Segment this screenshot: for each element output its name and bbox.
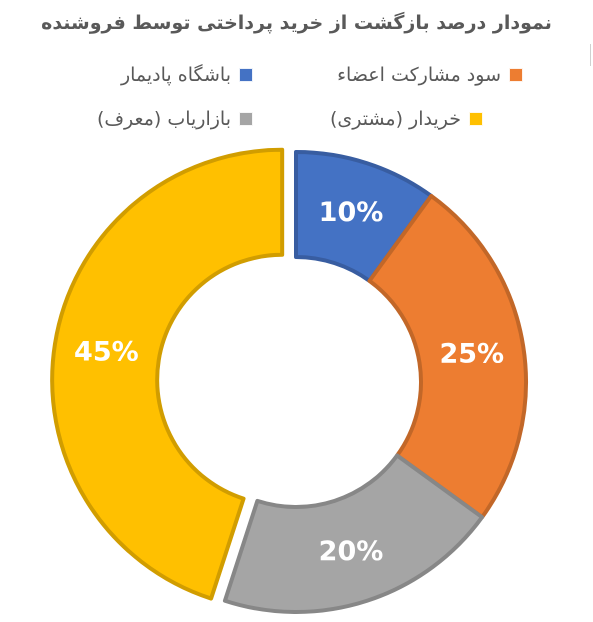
- donut-slice: [222, 453, 485, 614]
- slice-data-label: 45%: [74, 336, 139, 367]
- slice-data-label: 20%: [319, 536, 384, 567]
- legend-item-buyer: خریدار (مشتری): [330, 108, 483, 130]
- legend-item-padimar-club: باشگاه پادیمار: [121, 64, 253, 86]
- legend-label: بازاریاب (معرف): [96, 108, 231, 130]
- legend-swatch-orange: [509, 68, 523, 82]
- chart-title: نمودار درصد بازگشت از خرید پرداختی توسط …: [41, 12, 552, 34]
- slice-data-label: 10%: [319, 197, 384, 228]
- chart-area-edge: [590, 44, 591, 66]
- donut-slice: [367, 193, 528, 520]
- legend-label: باشگاه پادیمار: [120, 64, 231, 86]
- legend-swatch-yellow: [469, 112, 483, 126]
- legend-swatch-blue: [239, 68, 253, 82]
- legend-item-member-profit-share: سود مشارکت اعضاء: [337, 64, 523, 86]
- legend-item-marketer: بازاریاب (معرف): [97, 108, 253, 130]
- donut-slice: [50, 147, 285, 601]
- legend-swatch-gray: [239, 112, 253, 126]
- legend-label: سود مشارکت اعضاء: [337, 64, 501, 86]
- legend-label: خریدار (مشتری): [329, 108, 461, 130]
- slice-data-label: 25%: [439, 339, 504, 370]
